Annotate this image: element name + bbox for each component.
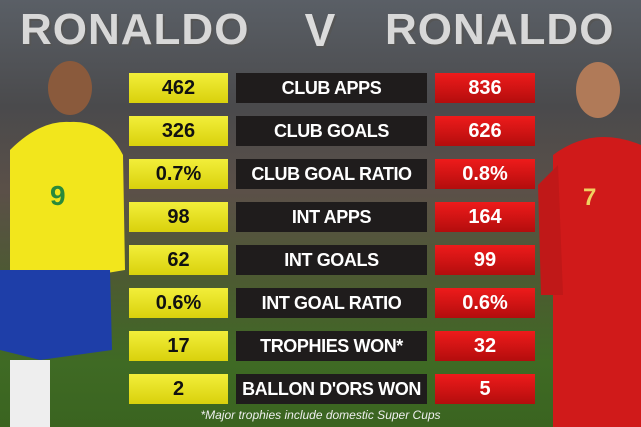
stat-row: 98 INT APPS 164: [129, 202, 535, 232]
right-title: RONALDO: [385, 5, 615, 54]
right-value-box: 0.6%: [435, 288, 535, 318]
left-value: 98: [167, 205, 190, 228]
left-value: 462: [161, 76, 196, 99]
right-value-box: 32: [435, 331, 535, 361]
right-value: 32: [473, 334, 497, 357]
stat-label-box: INT GOAL RATIO: [236, 288, 427, 318]
shirt-number: 7: [583, 184, 596, 211]
right-value: 99: [473, 248, 497, 271]
stat-label-box: TROPHIES WON*: [236, 331, 427, 361]
stat-label: CLUB GOALS: [274, 120, 389, 141]
right-value-box: 836: [435, 73, 535, 103]
left-value: 2: [172, 377, 185, 400]
left-value: 0.7%: [155, 162, 202, 185]
versus-label: V: [304, 4, 336, 56]
left-title: RONALDO: [20, 5, 250, 54]
stat-label: CLUB APPS: [281, 77, 382, 98]
stat-label: INT GOALS: [284, 249, 379, 270]
stat-label-box: CLUB GOAL RATIO: [236, 159, 427, 189]
stat-row: 0.6% INT GOAL RATIO 0.6%: [129, 288, 535, 318]
ronaldo-portugal-photo: 7: [538, 62, 641, 427]
right-value-box: 164: [435, 202, 535, 232]
right-value: 0.6%: [462, 291, 508, 314]
stat-label-box: INT APPS: [236, 202, 427, 232]
stat-row: 17 TROPHIES WON* 32: [129, 331, 535, 361]
stat-label-box: INT GOALS: [236, 245, 427, 275]
left-value: 62: [167, 248, 190, 271]
stat-label: INT APPS: [291, 206, 372, 227]
left-value: 326: [161, 119, 196, 142]
stat-row: 62 INT GOALS 99: [129, 245, 535, 275]
right-value-box: 5: [435, 374, 535, 404]
stat-label-box: BALLON D'ORS WON: [236, 374, 427, 404]
stat-label: TROPHIES WON*: [260, 335, 403, 356]
right-value: 626: [468, 119, 502, 142]
left-value-box: 17: [129, 331, 228, 361]
right-value-box: 99: [435, 245, 535, 275]
left-value-box: 0.6%: [129, 288, 228, 318]
left-value-box: 62: [129, 245, 228, 275]
stat-label: INT GOAL RATIO: [261, 292, 402, 313]
left-value-box: 98: [129, 202, 228, 232]
stat-row: 2 BALLON D'ORS WON 5: [129, 374, 535, 404]
left-value: 17: [167, 334, 190, 357]
stat-label: BALLON D'ORS WON: [242, 378, 421, 399]
stat-row: 326 CLUB GOALS 626: [129, 116, 535, 146]
stat-row: 0.7% CLUB GOAL RATIO 0.8%: [129, 159, 535, 189]
left-value-box: 462: [129, 73, 228, 103]
left-value-box: 0.7%: [129, 159, 228, 189]
stat-label-box: CLUB GOALS: [236, 116, 427, 146]
stat-label-box: CLUB APPS: [236, 73, 427, 103]
ronaldo-brazil-photo: 9: [0, 61, 125, 427]
right-value: 0.8%: [462, 162, 508, 185]
stat-row: 462 CLUB APPS 836: [129, 73, 535, 103]
right-value-box: 0.8%: [435, 159, 535, 189]
left-value: 0.6%: [155, 291, 202, 314]
left-value-box: 326: [129, 116, 228, 146]
right-value: 164: [468, 205, 502, 228]
footnote: *Major trophies include domestic Super C…: [200, 408, 441, 422]
shirt-number: 9: [50, 180, 66, 211]
right-value-box: 626: [435, 116, 535, 146]
left-value-box: 2: [129, 374, 228, 404]
right-value: 5: [479, 377, 491, 400]
stat-label: CLUB GOAL RATIO: [251, 163, 412, 184]
right-value: 836: [468, 76, 502, 99]
